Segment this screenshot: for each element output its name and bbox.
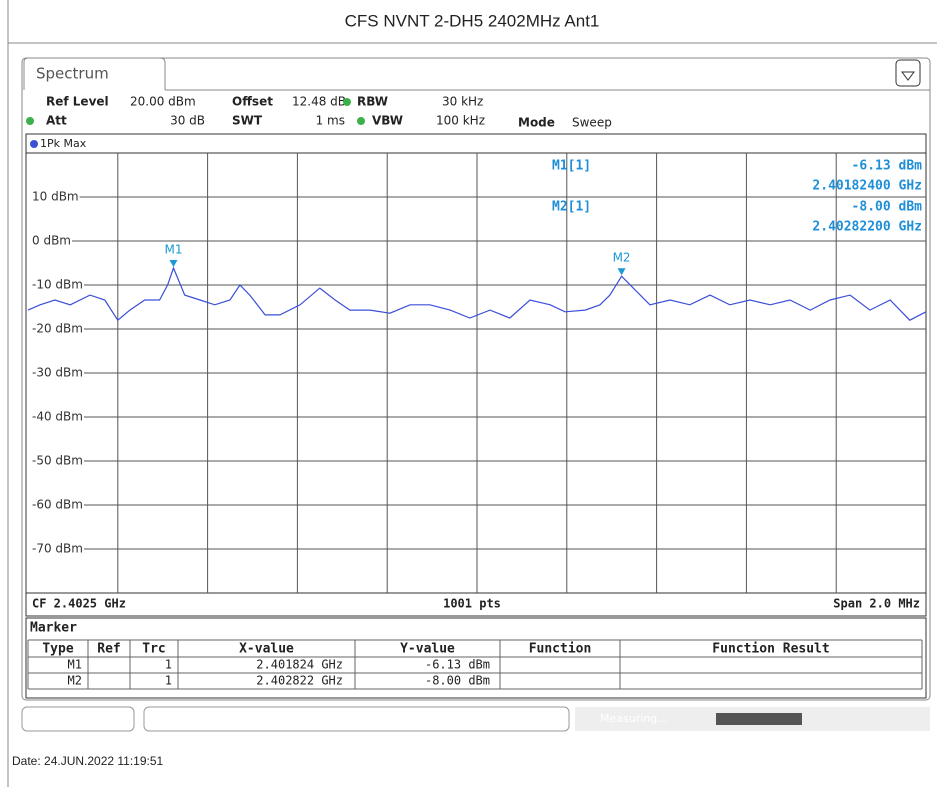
y-tick-label: -60 dBm <box>32 498 83 512</box>
icon-arrow <box>901 71 915 81</box>
table-header: Y-value <box>400 642 455 657</box>
footer-points: 1001 pts <box>443 597 501 611</box>
y-tick-label: -10 dBm <box>32 278 83 292</box>
date: Date: 24.JUN.2022 11:19:51 <box>12 754 164 768</box>
marker-box <box>25 617 927 699</box>
y-tick-label: -70 dBm <box>32 542 83 556</box>
table-header: Type <box>42 642 73 657</box>
progress <box>716 713 802 725</box>
setting-label: Ref Level <box>46 95 109 109</box>
setting-value: 12.48 dB <box>292 95 346 109</box>
trace <box>27 266 927 322</box>
y-tick-label: -50 dBm <box>32 454 83 468</box>
setting-label: Mode <box>518 116 555 130</box>
readout-y: -6.13 dBm <box>852 159 923 174</box>
setting-label: Att <box>46 114 67 128</box>
readout-x: 2.40282200 GHz <box>812 220 922 235</box>
table-cell: -8.00 dBm <box>425 674 490 688</box>
panel <box>21 57 931 701</box>
table-title: Marker <box>30 621 77 636</box>
status-box <box>143 706 570 732</box>
plot-frame <box>25 133 927 617</box>
table-cell: M1 <box>68 658 82 672</box>
table-cell: 2.402822 GHz <box>256 674 343 688</box>
readout-label: M2[1] <box>552 200 591 215</box>
y-tick-label: 0 dBm <box>32 234 71 248</box>
legend-marker <box>30 140 38 148</box>
table-cell: M2 <box>68 674 82 688</box>
y-tick-label: -30 dBm <box>32 366 83 380</box>
marker-label: M2 <box>613 251 631 265</box>
status-box <box>21 706 135 732</box>
setting-value: 1 ms <box>316 114 345 128</box>
table-header: Function <box>529 642 592 657</box>
icon[interactable] <box>895 59 921 87</box>
readout-y: -8.00 dBm <box>852 200 923 215</box>
marker-label: M1 <box>164 242 182 256</box>
setting-label: VBW <box>372 114 403 128</box>
tab[interactable] <box>23 57 166 90</box>
marker-table: Type Ref Trc X-value Y-value Function Function… <box>27 639 923 690</box>
indicator <box>26 117 34 125</box>
setting-value: 20.00 dBm <box>130 95 196 109</box>
y-tick-label: 10 dBm <box>32 190 79 204</box>
chart-title: CFS NVNT 2-DH5 2402MHz Ant1 <box>345 11 600 30</box>
setting-value: Sweep <box>572 116 612 130</box>
y-tick-label: -40 dBm <box>32 410 83 424</box>
setting-label: Offset <box>232 95 273 109</box>
legend-label: 1Pk Max <box>40 137 87 150</box>
table-cell: -6.13 dBm <box>425 658 490 672</box>
table-header: Trc <box>142 642 165 657</box>
setting-value: 100 kHz <box>436 114 485 128</box>
indicator <box>357 117 365 125</box>
tab-label[interactable]: Spectrum <box>36 65 109 83</box>
readout-label: M1[1] <box>552 159 591 174</box>
setting-value: 30 dB <box>170 114 205 128</box>
footer-center: CF 2.4025 GHz <box>32 597 126 611</box>
table-cell: 2.401824 GHz <box>256 658 343 672</box>
setting-label: SWT <box>232 114 263 128</box>
setting-value: 30 kHz <box>442 95 483 109</box>
marker <box>617 268 626 276</box>
table-header: X-value <box>239 642 294 657</box>
setting-label: RBW <box>357 95 388 109</box>
table-header: Ref <box>97 642 120 657</box>
y-tick-label: -20 dBm <box>32 322 83 336</box>
readout-x: 2.40182400 GHz <box>812 179 922 194</box>
table-header: Function Result <box>712 642 829 657</box>
table-cell: 1 <box>165 658 172 672</box>
footer-span: Span 2.0 MHz <box>833 597 920 611</box>
indicator <box>343 98 351 106</box>
table-cell: 1 <box>165 674 172 688</box>
status: Measuring... <box>600 712 668 725</box>
marker <box>169 259 178 267</box>
